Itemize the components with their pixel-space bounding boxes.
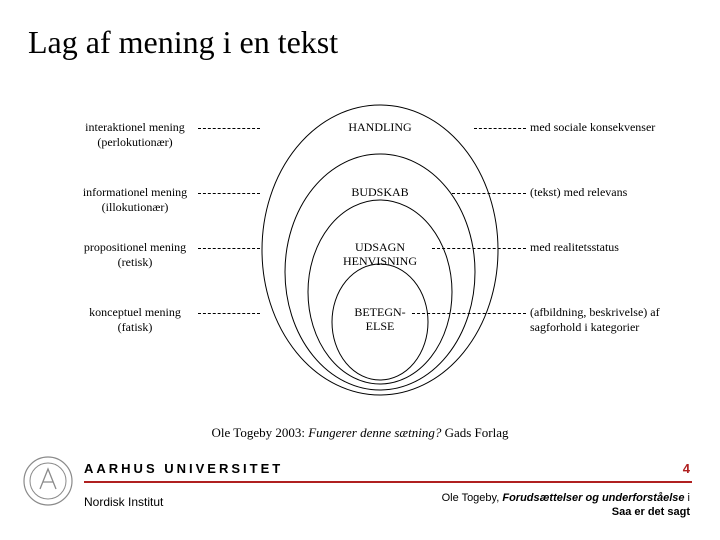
left-label-0: interaktionel mening(perlokutionær)	[40, 120, 230, 150]
ellipse-label-2: UDSAGN HENVISNING	[320, 240, 440, 269]
page-number: 4	[683, 461, 690, 476]
university-name: AARHUS UNIVERSITET	[84, 461, 283, 476]
dash-right-1	[452, 193, 526, 194]
page-title: Lag af mening i en tekst	[28, 24, 338, 61]
right-label-3: (afbildning, beskrivelse) af sagforhold …	[530, 305, 710, 335]
right-label-0: med sociale konsekvenser	[530, 120, 710, 135]
dash-left-2	[198, 248, 260, 249]
ellipse-label-3: BETEGN- ELSE	[320, 305, 440, 334]
ellipse-label-1: BUDSKAB	[320, 185, 440, 199]
ellipse-label-0: HANDLING	[320, 120, 440, 134]
right-label-2: med realitetsstatus	[530, 240, 710, 255]
left-label-1: informationel mening(illokutionær)	[40, 185, 230, 215]
dash-right-2	[432, 248, 526, 249]
footer-rule	[84, 481, 692, 483]
credit: Ole Togeby, Forudsættelser og underforst…	[442, 491, 690, 520]
citation: Ole Togeby 2003: Fungerer denne sætning?…	[0, 425, 720, 441]
dash-left-1	[198, 193, 260, 194]
left-label-3: konceptuel mening(fatisk)	[40, 305, 230, 335]
dash-right-0	[474, 128, 526, 129]
university-seal-icon	[22, 455, 74, 507]
left-label-2: propositionel mening(retisk)	[40, 240, 230, 270]
dash-left-0	[198, 128, 260, 129]
department: Nordisk Institut	[84, 495, 163, 509]
dash-right-3	[412, 313, 526, 314]
dash-left-3	[198, 313, 260, 314]
diagram-area: HANDLING BUDSKAB UDSAGN HENVISNING BETEG…	[0, 90, 720, 410]
right-label-1: (tekst) med relevans	[530, 185, 710, 200]
